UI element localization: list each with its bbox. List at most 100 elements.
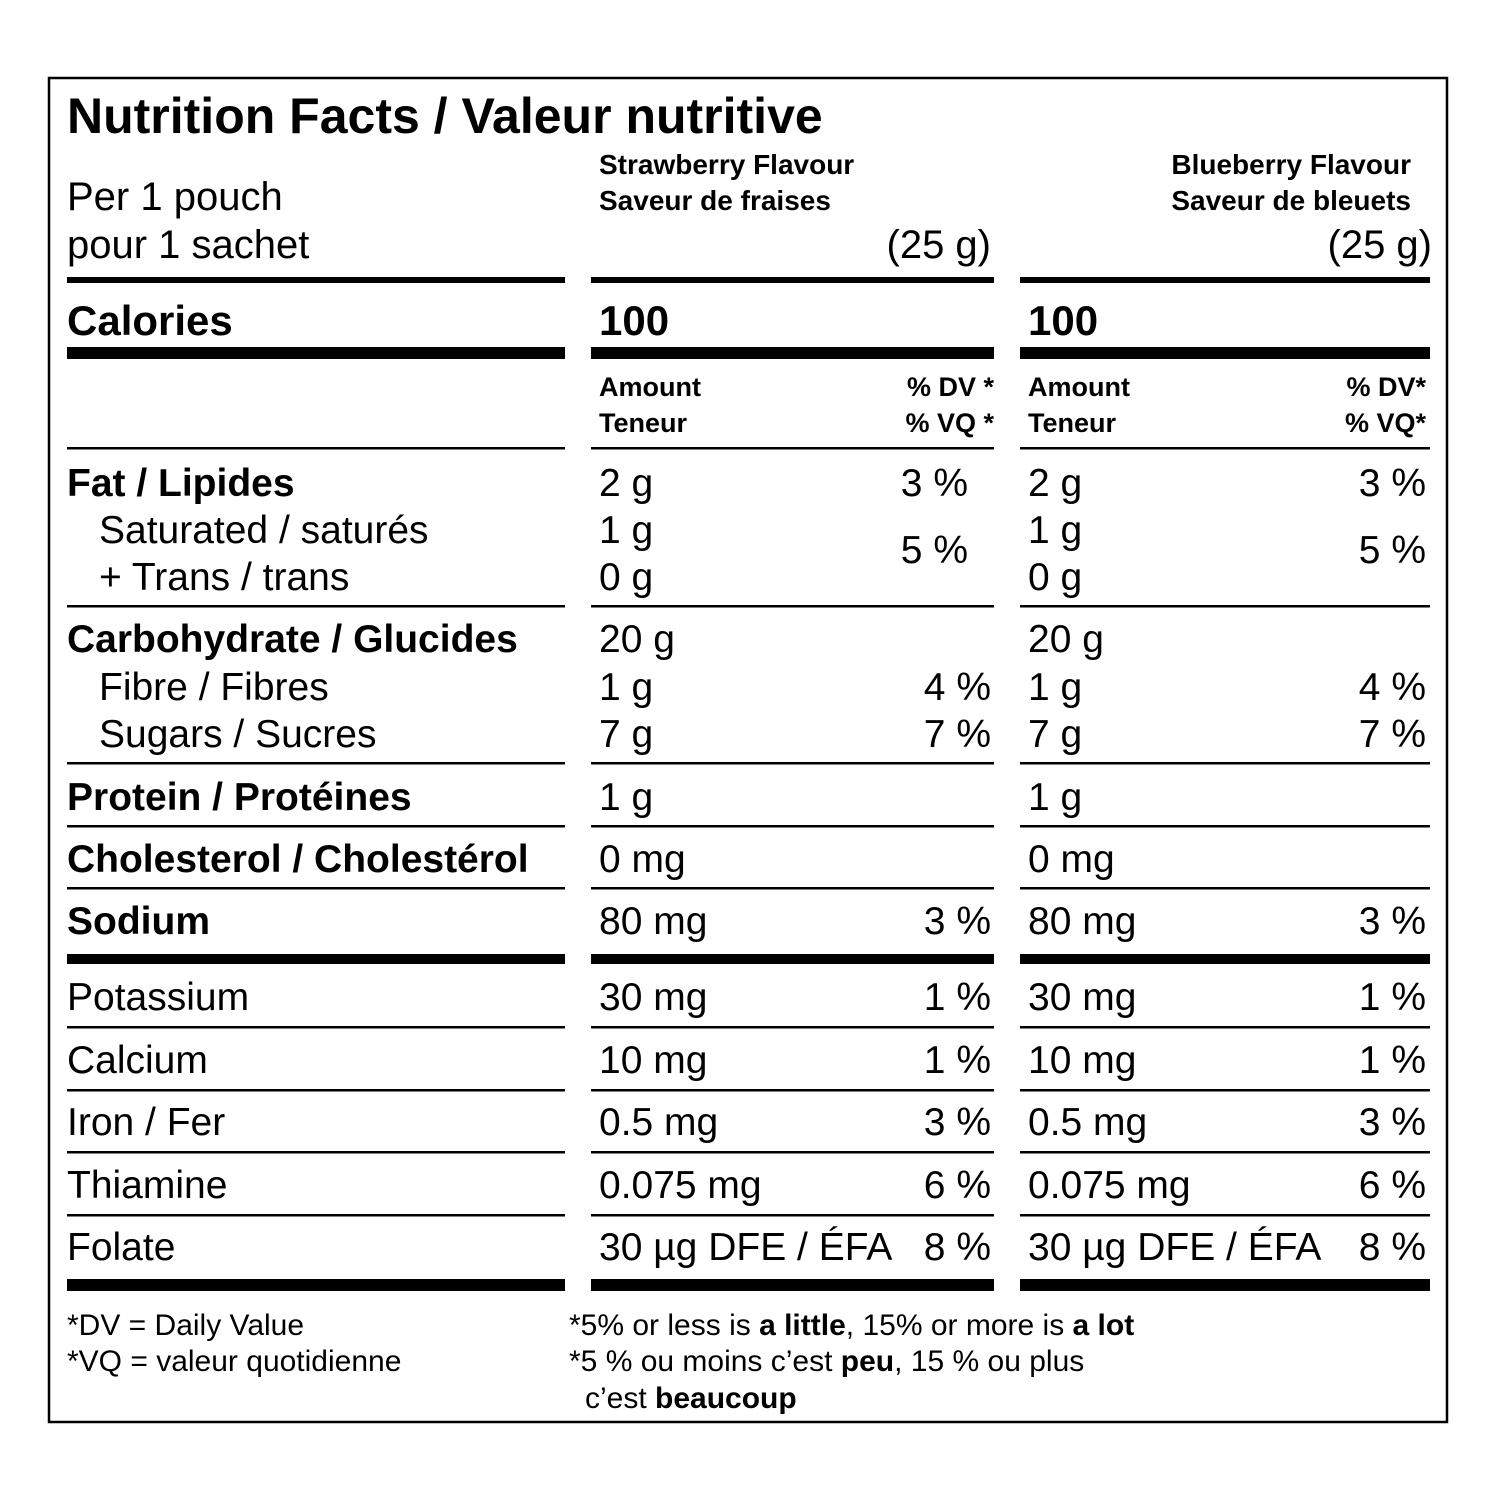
rule <box>591 347 994 359</box>
rule <box>1020 447 1430 450</box>
footnote: *VQ = valeur quotidienne <box>67 1345 401 1378</box>
title: Nutrition Facts / Valeur nutritive <box>67 88 823 144</box>
amount: 10 mg <box>599 1039 707 1082</box>
rule <box>67 1214 565 1217</box>
daily-value: 1 % <box>1359 1039 1426 1082</box>
nutrient-label: Fat / Lipides <box>67 462 295 505</box>
amount: 0 g <box>1028 556 1082 599</box>
rule <box>67 762 565 765</box>
product-name: Strawberry Flavour <box>599 149 854 180</box>
footnote-part: a lot <box>1073 1309 1135 1342</box>
daily-value: 3 % <box>1359 462 1426 505</box>
amount: 2 g <box>599 462 653 505</box>
daily-value: 3 % <box>924 1101 991 1144</box>
amount: 30 µg DFE / ÉFA <box>599 1226 892 1269</box>
amount: 20 g <box>599 618 675 661</box>
amount-header: Amount <box>599 372 701 402</box>
rule <box>591 447 994 450</box>
daily-value: 3 % <box>924 900 991 943</box>
amount: 0.075 mg <box>1028 1164 1191 1207</box>
daily-value: 5 % <box>1359 529 1426 572</box>
amount: 1 g <box>599 776 653 819</box>
rule <box>1020 825 1430 828</box>
calories-label: Calories <box>67 297 233 344</box>
amount-header: Teneur <box>599 408 688 438</box>
rule <box>67 347 565 359</box>
daily-value: 8 % <box>924 1226 991 1269</box>
footnote-part: *5% or less is <box>569 1309 759 1342</box>
rule <box>67 447 565 450</box>
nutrient-label: Thiamine <box>67 1164 227 1207</box>
serving: pour 1 sachet <box>67 223 309 267</box>
serving-size: (25 g) <box>1328 223 1433 267</box>
daily-value: 1 % <box>1359 976 1426 1019</box>
amount: 1 g <box>1028 776 1082 819</box>
rule <box>1020 1214 1430 1217</box>
amount: 30 µg DFE / ÉFA <box>1028 1226 1321 1269</box>
rule <box>67 887 565 890</box>
amount: 1 g <box>1028 666 1082 709</box>
nutrient-label: Carbohydrate / Glucides <box>67 618 518 661</box>
rule <box>1020 887 1430 890</box>
amount: 30 mg <box>599 976 707 1019</box>
footnote: *DV = Daily Value <box>67 1309 304 1342</box>
nutrient-label: Iron / Fer <box>67 1101 225 1144</box>
nutrient-label: Cholesterol / Cholestérol <box>67 838 529 881</box>
rule <box>1020 1026 1430 1029</box>
amount: 20 g <box>1028 618 1104 661</box>
amount: 0 g <box>599 556 653 599</box>
rule <box>1020 954 1430 964</box>
rule <box>591 1151 994 1154</box>
rule <box>67 1151 565 1154</box>
dv-header: % DV* <box>1346 372 1426 402</box>
footnote: *5% or less is a little, 15% or more is … <box>569 1309 1134 1342</box>
daily-value: 7 % <box>924 713 991 756</box>
daily-value: 4 % <box>924 666 991 709</box>
footnote-part: c’est <box>585 1382 655 1415</box>
daily-value: 6 % <box>1359 1164 1426 1207</box>
footnote-part: a little <box>759 1309 846 1342</box>
rule <box>1020 1279 1430 1291</box>
rule <box>1020 277 1430 283</box>
amount: 1 g <box>599 666 653 709</box>
rule <box>67 1279 565 1291</box>
nutrient-label: Folate <box>67 1226 175 1269</box>
nutrient-label: Fibre / Fibres <box>99 666 329 709</box>
daily-value: 4 % <box>1359 666 1426 709</box>
rule <box>1020 347 1430 359</box>
dv-header: % VQ* <box>1345 408 1427 438</box>
rule <box>67 1089 565 1092</box>
footnote-part: beaucoup <box>655 1382 797 1415</box>
nutrient-label: Protein / Protéines <box>67 776 412 819</box>
amount: 1 g <box>599 509 653 552</box>
nutrient-label: Calcium <box>67 1039 208 1082</box>
footnote: c’est beaucoup <box>585 1382 797 1415</box>
amount: 1 g <box>1028 509 1082 552</box>
product-name: Saveur de bleuets <box>1171 185 1411 216</box>
serving-size: (25 g) <box>887 223 992 267</box>
nutrient-label: Saturated / saturés <box>99 509 429 552</box>
amount: 0.5 mg <box>599 1101 718 1144</box>
rule <box>1020 1151 1430 1154</box>
rule <box>67 1026 565 1029</box>
label-border <box>47 76 1449 1424</box>
daily-value: 3 % <box>1359 900 1426 943</box>
daily-value: 3 % <box>1359 1101 1426 1144</box>
product-name: Blueberry Flavour <box>1171 149 1411 180</box>
rule <box>591 825 994 828</box>
rule <box>591 1089 994 1092</box>
amount: 0 mg <box>1028 838 1115 881</box>
nutrient-label: Sugars / Sucres <box>99 713 376 756</box>
nutrient-label: + Trans / trans <box>99 556 349 599</box>
footnote: *5 % ou moins c’est peu, 15 % ou plus <box>569 1345 1084 1378</box>
amount: 10 mg <box>1028 1039 1136 1082</box>
daily-value: 1 % <box>924 976 991 1019</box>
rule <box>591 277 994 283</box>
calories-value: 100 <box>599 297 669 344</box>
footnote-part: , 15 % ou plus <box>894 1345 1084 1378</box>
rule <box>67 605 565 608</box>
amount: 7 g <box>1028 713 1082 756</box>
daily-value: 7 % <box>1359 713 1426 756</box>
nutrient-label: Sodium <box>67 900 210 943</box>
